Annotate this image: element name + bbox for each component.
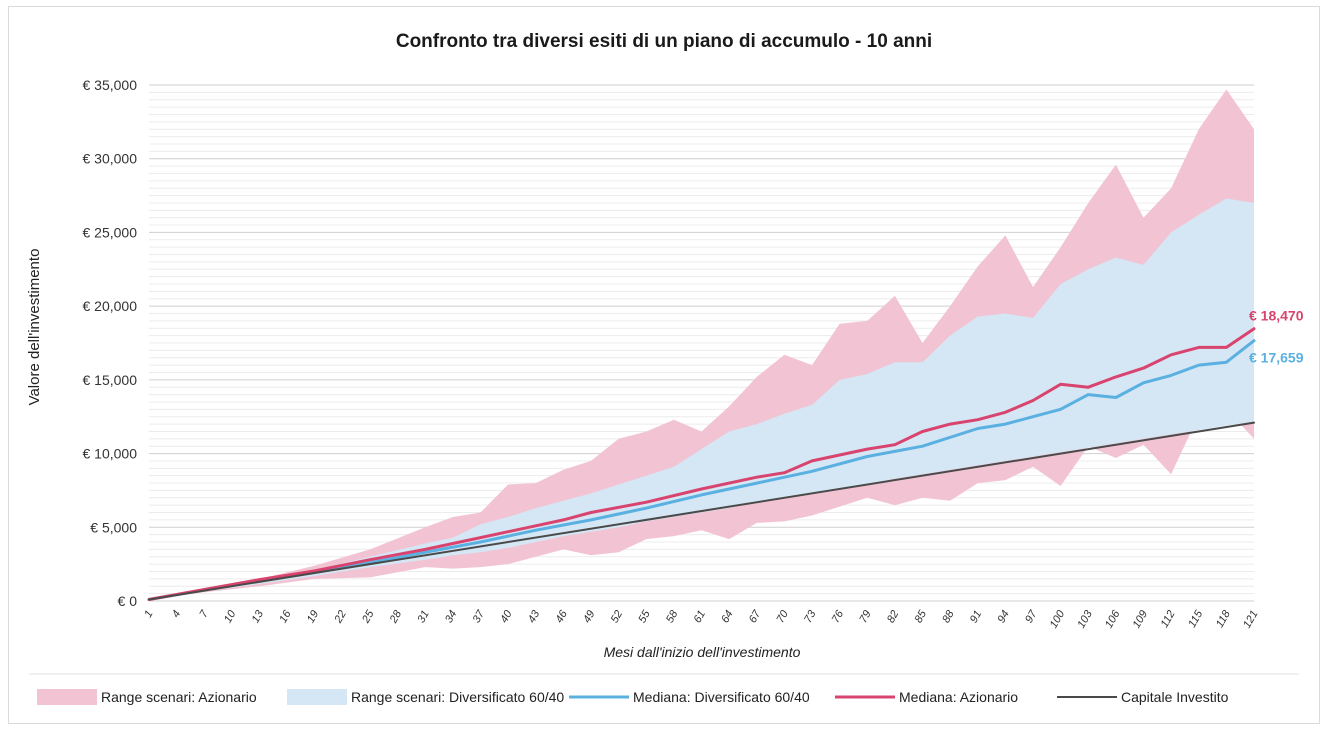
legend-label: Capitale Investito [1121,689,1229,705]
x-tick-label: 31 [415,609,432,626]
x-tick-label: 10 [222,608,239,625]
x-tick-label: 58 [664,608,681,625]
x-tick-label: 1 [142,609,155,620]
x-tick-label: 91 [968,609,985,626]
line-capitale-investito [148,421,1255,601]
y-tick-label: € 25,000 [83,224,138,240]
legend-label: Range scenari: Azionario [101,689,257,705]
x-tick-label: 28 [387,608,404,626]
x-axis-label: Mesi dall'inizio dell'investimento [604,644,801,660]
end-label: € 17,659 [1249,350,1304,366]
x-tick-label: 13 [250,608,267,625]
x-tick-label: 106 [1103,608,1123,631]
x-tick-label: 64 [719,609,736,626]
x-tick-label: 82 [885,609,902,626]
x-tick-label: 46 [553,608,570,625]
legend: Range scenari: Azionario Range scenari: D… [37,689,1229,705]
legend-swatch [287,689,347,705]
y-tick-label: € 20,000 [83,298,138,314]
x-tick-label: 37 [471,608,488,625]
x-tick-label: 40 [498,608,515,625]
x-tick-label: 22 [332,609,349,626]
y-axis-ticks: € 0 € 5,000 € 10,000 € 15,000 € 20,000 € 25,0… [83,77,138,609]
series-lines [147,327,1256,601]
y-tick-label: € 5,000 [90,519,137,535]
x-tick-label: 55 [636,608,653,625]
y-tick-label: € 10,000 [83,446,138,462]
legend-label: Range scenari: Diversificato 60/40 [351,689,564,705]
legend-swatch [37,689,97,705]
x-tick-label: 67 [747,608,764,625]
x-tick-label: 7 [197,608,211,620]
x-tick-label: 49 [581,609,598,626]
x-tick-label: 103 [1075,608,1095,631]
legend-item: Range scenari: Azionario [37,689,257,705]
x-tick-label: 94 [995,609,1012,626]
x-axis-ticks: 1 4 7 10 13 16 19 22 25 28 31 34 37 40 43 46 49 52 55 58 61 6… [142,608,1260,631]
chart: Confronto tra diversi esiti di un piano … [26,31,1304,705]
x-tick-label: 112 [1159,609,1178,630]
legend-label: Mediana: Azionario [899,689,1018,705]
end-label: € 18,470 [1249,308,1304,324]
legend-item: Mediana: Diversificato 60/40 [569,689,810,705]
x-tick-label: 19 [305,609,322,626]
x-tick-label: 88 [940,608,957,625]
x-tick-label: 52 [609,609,626,626]
chart-title: Confronto tra diversi esiti di un piano … [396,31,932,52]
legend-label: Mediana: Diversificato 60/40 [633,689,810,705]
x-tick-label: 16 [277,608,294,625]
x-tick-label: 118 [1214,608,1234,630]
x-tick-label: 25 [360,608,377,626]
x-tick-label: 121 [1241,609,1261,631]
legend-item: Range scenari: Diversificato 60/40 [287,689,564,705]
x-tick-label: 115 [1186,608,1206,630]
y-tick-label: € 0 [118,593,138,609]
x-tick-label: 79 [857,609,874,626]
x-tick-label: 73 [802,608,819,625]
y-tick-label: € 35,000 [83,77,138,93]
x-tick-label: 100 [1048,608,1068,631]
x-tick-label: 85 [913,608,930,625]
y-tick-label: € 30,000 [83,151,138,167]
line-mediana-diversificato [147,339,1256,601]
x-tick-label: 76 [830,608,847,625]
x-tick-label: 61 [692,609,709,626]
end-labels: € 18,470 € 17,659 [1249,308,1304,366]
range-area-azionario [149,89,1254,600]
x-tick-label: 34 [443,609,460,626]
legend-item: Capitale Investito [1057,689,1229,705]
chart-frame: Confronto tra diversi esiti di un piano … [8,6,1320,724]
line-mediana-azionario [147,327,1256,601]
x-tick-label: 109 [1131,609,1151,631]
x-tick-label: 43 [526,608,543,625]
x-tick-label: 4 [170,609,183,620]
legend-item: Mediana: Azionario [835,689,1018,705]
x-tick-label: 97 [1023,608,1040,625]
y-tick-label: € 15,000 [83,372,138,388]
y-axis-label: Valore dell'investimento [26,249,43,406]
x-tick-label: 70 [774,608,791,625]
